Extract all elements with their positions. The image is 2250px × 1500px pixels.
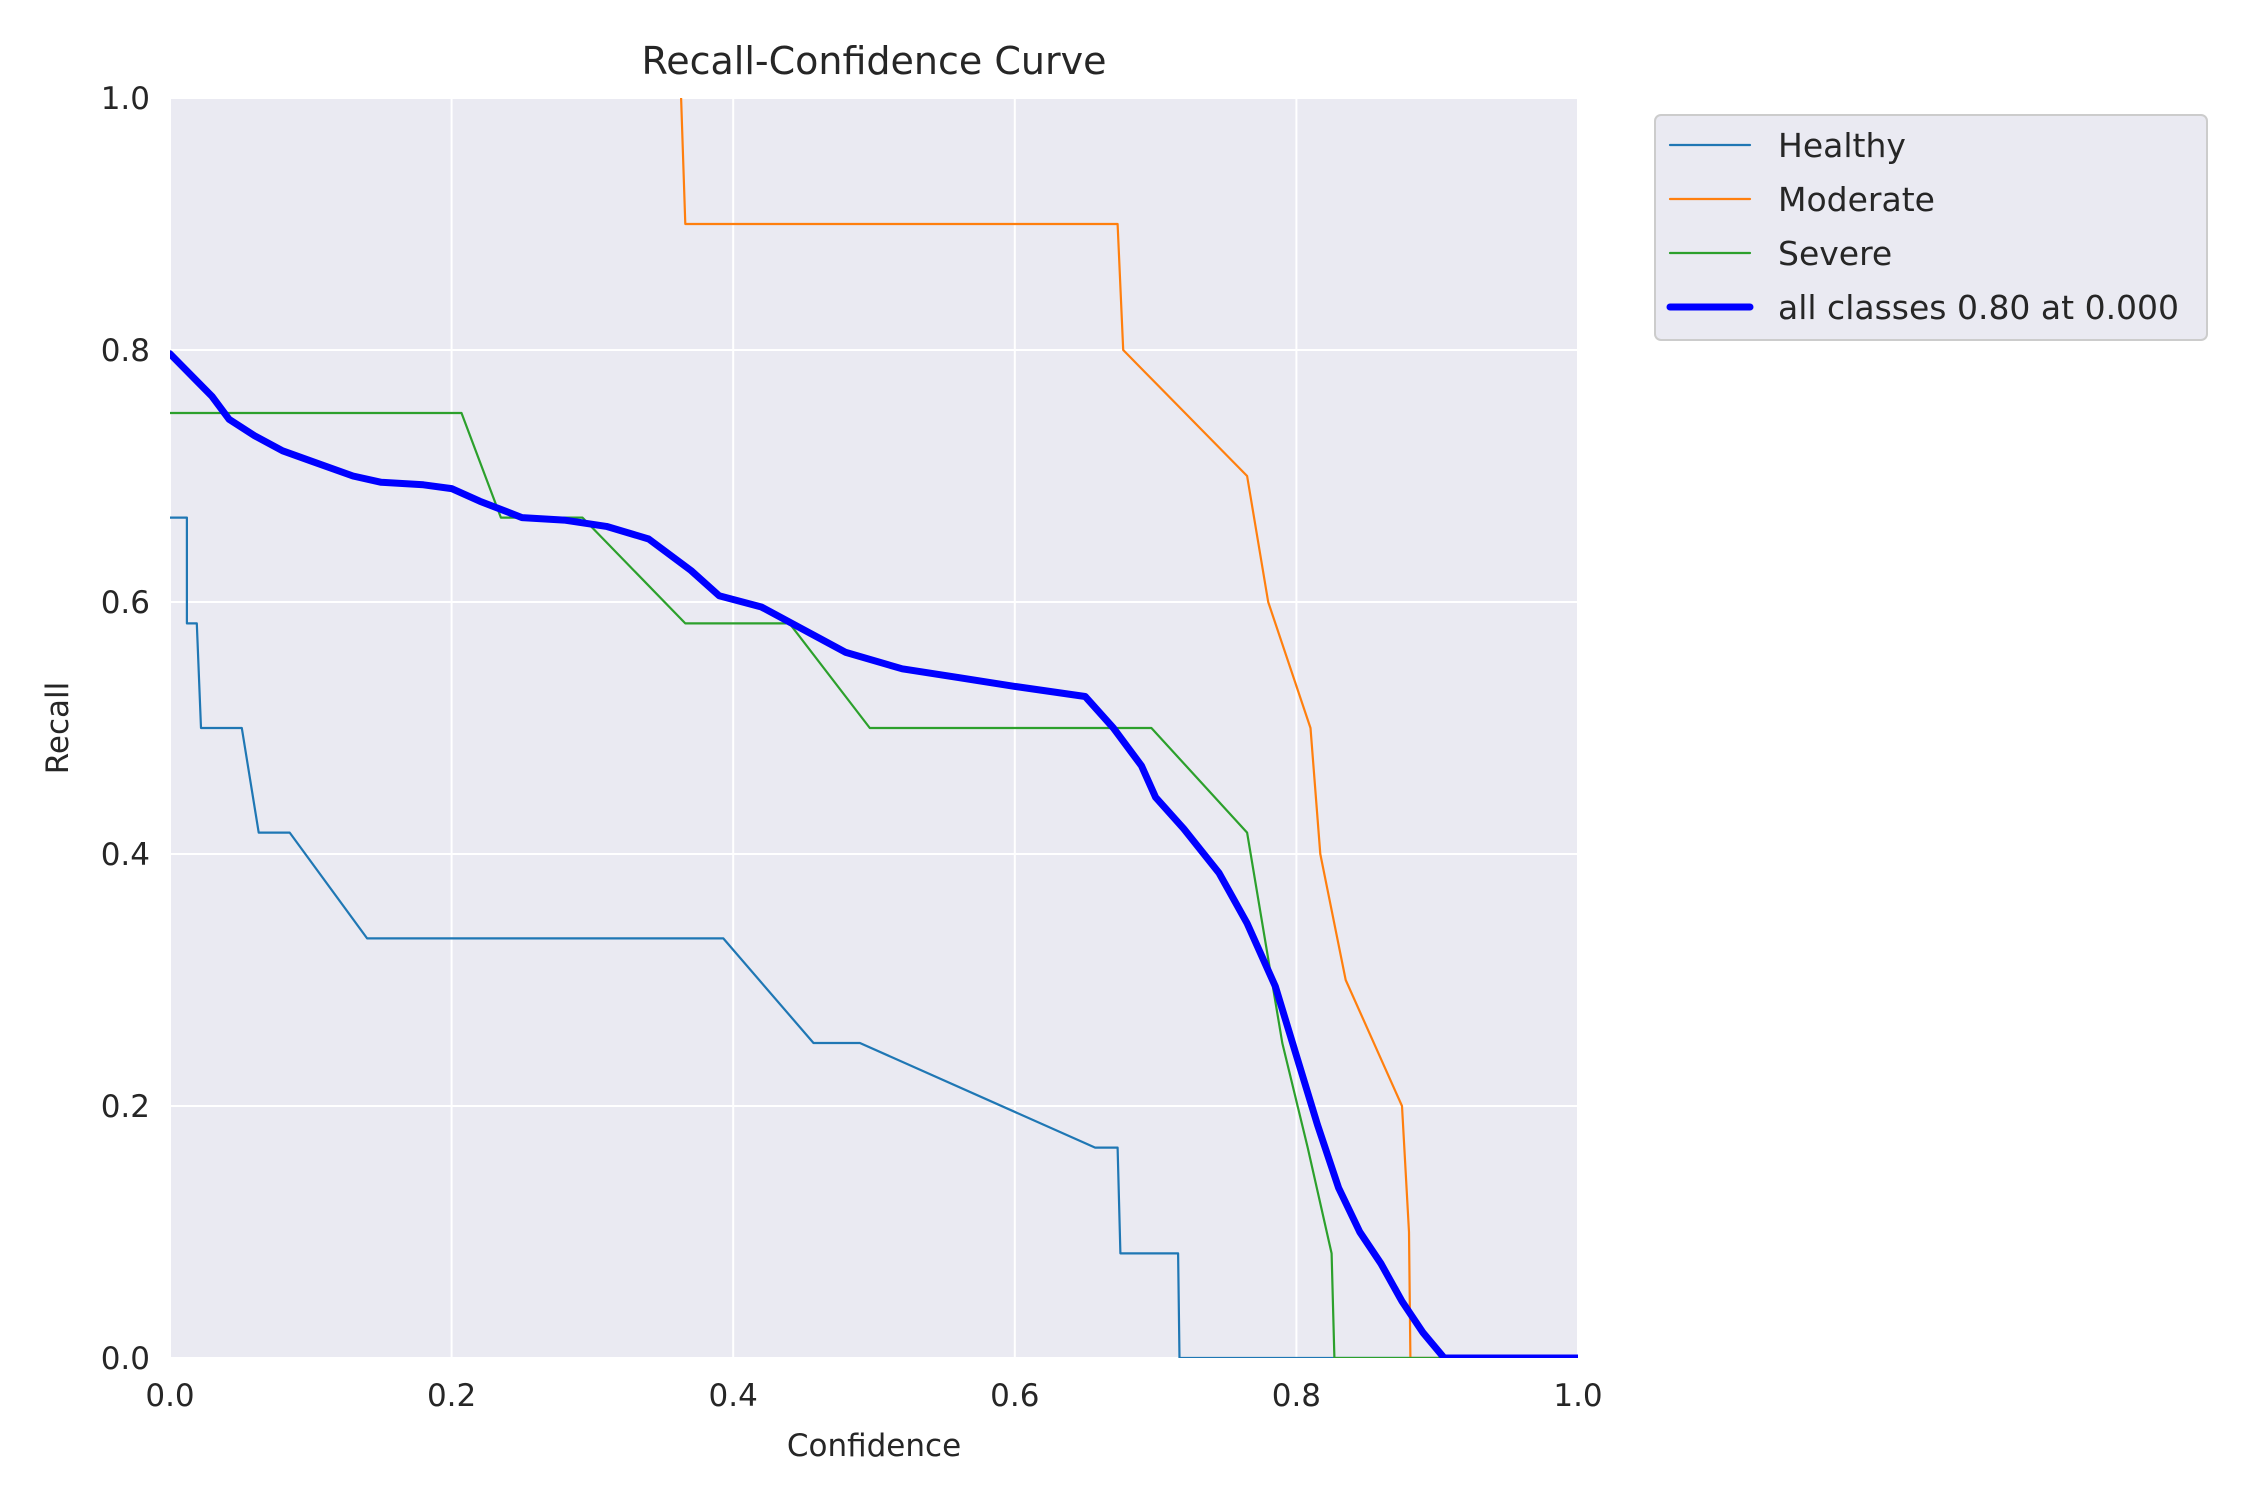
legend-label-severe: Severe bbox=[1778, 234, 1892, 273]
x-tick-labels: 0.0 0.2 0.4 0.6 0.8 1.0 bbox=[145, 1378, 1602, 1414]
series-line-healthy bbox=[170, 516, 1578, 1358]
series-line-all bbox=[170, 350, 1578, 1358]
x-tick-label: 0.0 bbox=[145, 1378, 194, 1414]
y-tick-label: 0.2 bbox=[101, 1089, 150, 1125]
chart-title: Recall-Confidence Curve bbox=[642, 39, 1107, 83]
x-tick-label: 1.0 bbox=[1553, 1378, 1602, 1414]
y-axis-label: Recall bbox=[40, 682, 76, 775]
legend-label-all: all classes 0.80 at 0.000 bbox=[1778, 288, 2179, 327]
y-tick-label: 0.6 bbox=[101, 585, 150, 621]
grid-lines bbox=[169, 97, 1579, 1359]
y-tick-label: 0.8 bbox=[101, 333, 150, 369]
y-tick-label: 0.0 bbox=[101, 1341, 150, 1377]
legend-label-moderate: Moderate bbox=[1778, 180, 1935, 219]
series-layer bbox=[170, 98, 1578, 1358]
x-tick-label: 0.2 bbox=[427, 1378, 476, 1414]
y-tick-labels: 0.0 0.2 0.4 0.6 0.8 1.0 bbox=[101, 81, 150, 1377]
y-tick-label: 1.0 bbox=[101, 81, 150, 117]
x-tick-label: 0.4 bbox=[709, 1378, 758, 1414]
x-tick-label: 0.6 bbox=[990, 1378, 1039, 1414]
legend: Healthy Moderate Severe all classes 0.80 at… bbox=[1654, 114, 2208, 341]
x-axis-label: Confidence bbox=[787, 1428, 961, 1464]
x-tick-label: 0.8 bbox=[1272, 1378, 1321, 1414]
series-line-moderate bbox=[680, 98, 1578, 1358]
y-tick-label: 0.4 bbox=[101, 837, 150, 873]
legend-label-healthy: Healthy bbox=[1778, 126, 1906, 165]
legend-box bbox=[1654, 114, 2208, 341]
